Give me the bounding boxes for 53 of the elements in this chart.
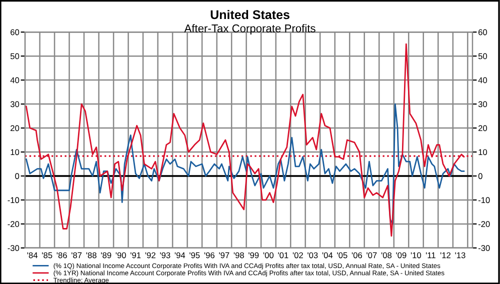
x-tick-label: '03 <box>308 252 318 258</box>
x-tick-label: '91 <box>130 252 141 258</box>
x-tick-label: '87 <box>72 252 82 258</box>
x-tick-label: '00 <box>263 252 274 258</box>
chart-title: United States <box>210 10 290 20</box>
y-tick-label: 20 <box>10 125 20 132</box>
x-tick-label: '05 <box>337 252 348 258</box>
y2-tick-label: 0 <box>478 173 482 180</box>
x-tick-label: '94 <box>174 252 186 258</box>
x-tick-label: '90 <box>116 252 126 258</box>
x-tick-label: '10 <box>410 252 422 258</box>
chart-subtitle: After-Tax Corporate Profits <box>184 24 316 34</box>
x-tick-label: '88 <box>86 252 96 258</box>
x-tick-label: '85 <box>42 252 52 258</box>
x-tick-label: '04 <box>322 252 333 258</box>
y-tick-label: 50 <box>10 53 20 60</box>
x-tick-label: '11 <box>426 252 436 258</box>
y2-tick-label: 40 <box>478 77 487 84</box>
x-tick-label: '99 <box>248 252 259 258</box>
x-tick-label: '95 <box>190 252 200 258</box>
x-tick-label: '09 <box>396 252 406 258</box>
x-tick-label: '86 <box>56 252 67 258</box>
line-series <box>26 103 465 225</box>
x-tick-label: '08 <box>381 252 392 258</box>
x-tick-label: '98 <box>234 252 244 258</box>
y-tick-label: 40 <box>10 77 20 84</box>
y-tick-label: 0 <box>15 173 20 180</box>
y-tick-label: -30 <box>8 245 20 252</box>
y-tick-label: -10 <box>8 197 20 204</box>
x-tick-label: '92 <box>145 252 156 258</box>
x-tick-label: '13 <box>455 252 466 258</box>
y-tick-label: -20 <box>8 221 20 228</box>
y2-tick-label: -30 <box>478 245 490 252</box>
y2-tick-label: -20 <box>478 221 490 228</box>
y2-tick-label: 50 <box>478 53 487 60</box>
x-tick-label: '93 <box>160 252 170 258</box>
y2-tick-label: 30 <box>478 101 487 108</box>
x-tick-label: '02 <box>292 252 303 258</box>
x-tick-label: '01 <box>278 252 288 258</box>
x-tick-label: '12 <box>440 252 450 258</box>
x-tick-label: '97 <box>219 252 230 258</box>
y-tick-label: 60 <box>10 29 20 36</box>
x-tick-label: '96 <box>204 252 214 258</box>
x-tick-label: '84 <box>27 252 38 258</box>
y2-tick-label: 60 <box>478 29 487 36</box>
y2-tick-label: 10 <box>478 149 487 156</box>
y-tick-label: 30 <box>10 101 20 108</box>
x-tick-label: '07 <box>366 252 377 258</box>
x-tick-label: '06 <box>352 252 362 258</box>
y2-tick-label: -10 <box>478 197 490 204</box>
x-tick-label: '89 <box>101 252 112 258</box>
y-tick-label: 10 <box>10 149 20 156</box>
y2-tick-label: 20 <box>478 125 487 132</box>
